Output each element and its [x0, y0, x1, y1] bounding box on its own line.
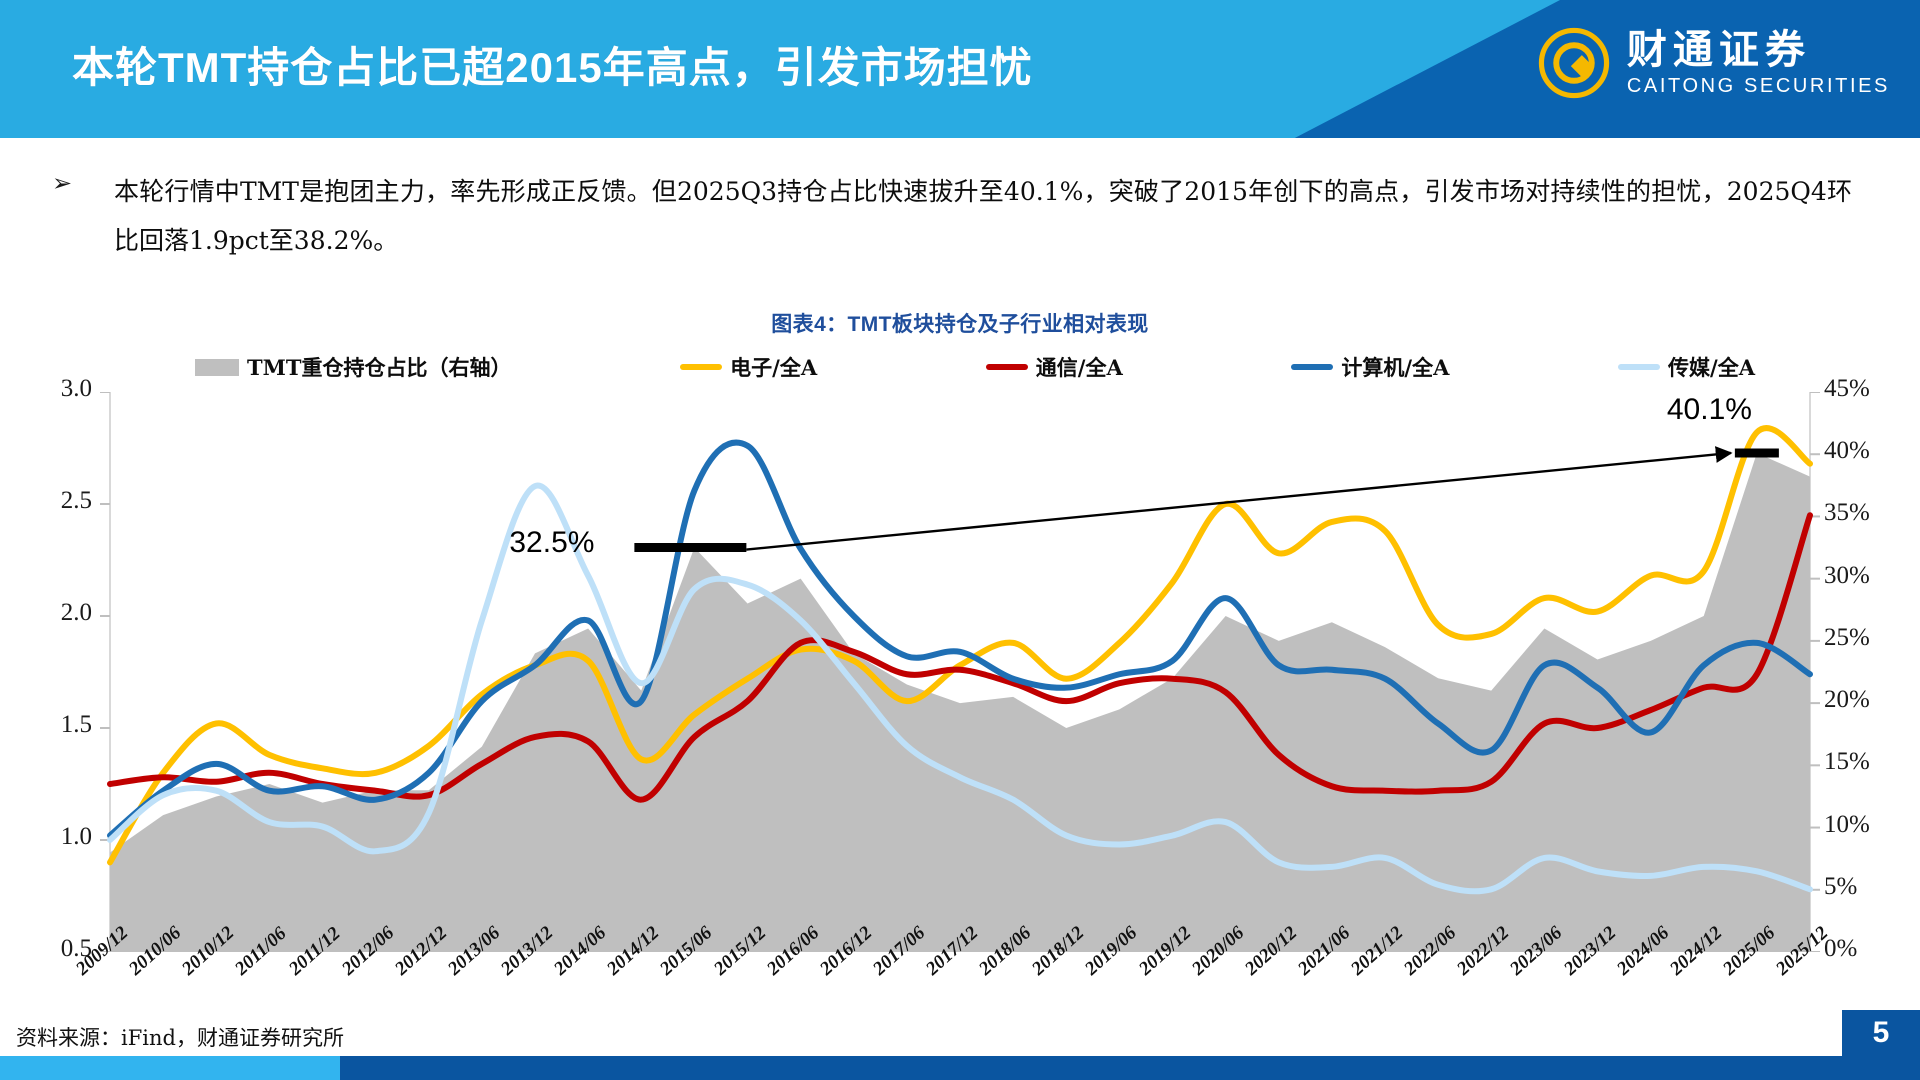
legend-item-computer[interactable]: 计算机/全A: [1291, 352, 1449, 382]
legend-label: 计算机/全A: [1341, 355, 1450, 380]
legend-item-tmt-holdings[interactable]: TMT重仓持仓占比（右轴）: [195, 352, 512, 382]
footer-bar-dark: [340, 1056, 1920, 1080]
footer-bar: [0, 1056, 1920, 1080]
header-light-band: [0, 0, 1560, 138]
y-axis-right-tick: 10%: [1824, 810, 1870, 838]
legend-swatch-line-icon: [1291, 364, 1334, 370]
brand-name-cn: 财通证券: [1626, 27, 1811, 72]
legend-label: 电子/全A: [730, 355, 818, 380]
page-title: 本轮TMT持仓占比已超2015年高点，引发市场担忧: [72, 44, 1033, 91]
y-axis-right-tick: 45%: [1824, 375, 1870, 402]
caitong-emblem-icon: [1537, 26, 1611, 100]
y-axis-left-tick: 1.5: [60, 711, 92, 738]
y-axis-right-tick: 40%: [1824, 437, 1870, 465]
y-axis-right-tick: 35%: [1824, 499, 1870, 527]
legend-label: 通信/全A: [1035, 355, 1123, 380]
bullet-text: 本轮行情中TMT是抱团主力，率先形成正反馈。但2025Q3持仓占比快速拔升至40…: [114, 177, 1852, 255]
y-axis-left-tick: 0.5: [60, 935, 92, 962]
y-axis-left-tick: 2.5: [60, 487, 92, 514]
page-number: 5: [1842, 1010, 1920, 1056]
chart-legend: TMT重仓持仓占比（右轴） 电子/全A 通信/全A 计算机/全A 传媒/全A: [195, 352, 1755, 382]
legend-item-telecom[interactable]: 通信/全A: [985, 352, 1123, 382]
chart-area: [0, 391, 1920, 953]
brand-wordmark: 财通证券 CAITONG SECURITIES: [1627, 29, 1890, 98]
y-axis-right-tick: 0%: [1824, 935, 1858, 962]
y-axis-right-tick: 5%: [1824, 872, 1858, 900]
legend-swatch-area-icon: [195, 358, 239, 376]
bullet-arrow-icon: ➢: [52, 171, 73, 197]
y-axis-right-tick: 15%: [1824, 748, 1870, 776]
annotation-32-5-percent: 32.5%: [509, 525, 595, 559]
y-axis-left-tick: 2.0: [60, 599, 92, 626]
brand-name-en: CAITONG SECURITIES: [1626, 74, 1890, 97]
bullet-block: ➢ 本轮行情中TMT是抱团主力，率先形成正反馈。但2025Q3持仓占比快速拔升至…: [52, 168, 1852, 266]
y-axis-left-tick: 1.0: [60, 823, 92, 850]
y-axis-right-tick: 20%: [1824, 686, 1870, 714]
brand-logo: 财通证券 CAITONG SECURITIES: [1537, 26, 1890, 100]
y-axis-right-tick: 25%: [1824, 623, 1870, 651]
source-note: 资料来源：iFind，财通证券研究所: [16, 1026, 344, 1050]
legend-swatch-line-icon: [1618, 364, 1661, 370]
figure-title: 图表4：TMT板块持仓及子行业相对表现: [771, 313, 1149, 336]
legend-label: TMT重仓持仓占比（右轴）: [247, 355, 512, 380]
legend-item-electronics[interactable]: 电子/全A: [680, 352, 817, 382]
legend-label: 传媒/全A: [1668, 355, 1755, 380]
footer-bar-light: [0, 1056, 340, 1080]
legend-swatch-line-icon: [985, 364, 1028, 370]
slide-header: 本轮TMT持仓占比已超2015年高点，引发市场担忧 财通证券 CAITONG S…: [0, 0, 1920, 138]
legend-swatch-line-icon: [680, 364, 723, 370]
annotation-40-1-percent: 40.1%: [1666, 392, 1752, 426]
y-axis-left-tick: 3.0: [60, 375, 92, 402]
y-axis-right-tick: 30%: [1824, 561, 1870, 589]
chart-plot: [100, 391, 1820, 953]
legend-item-media[interactable]: 传媒/全A: [1618, 352, 1755, 382]
